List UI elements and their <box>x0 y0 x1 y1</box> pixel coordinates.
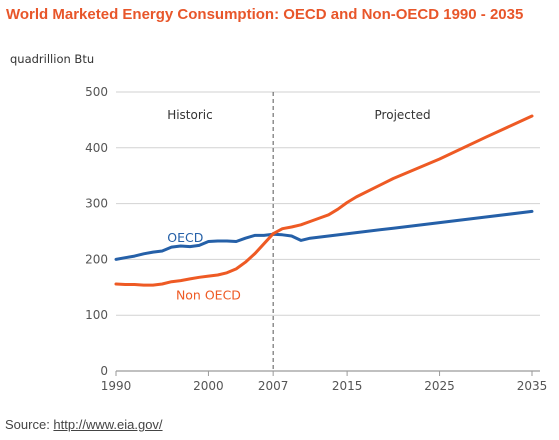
y-tick-label: 500 <box>85 85 108 99</box>
data-point-oecd <box>170 246 173 249</box>
data-point-oecd <box>262 234 265 237</box>
x-tick-label: 2025 <box>424 379 455 393</box>
data-point-non-oecd <box>151 284 154 287</box>
data-point-oecd <box>484 215 487 218</box>
data-point-oecd <box>281 233 284 236</box>
data-point-non-oecd <box>272 232 275 235</box>
data-point-oecd <box>299 239 302 242</box>
series-label-oecd: OECD <box>167 230 203 245</box>
series-line-non-oecd <box>114 114 534 287</box>
data-point-non-oecd <box>346 201 349 204</box>
source-prefix: Source: <box>5 417 54 432</box>
data-point-non-oecd <box>309 220 312 223</box>
data-point-non-oecd <box>531 114 534 117</box>
data-point-non-oecd <box>244 261 247 264</box>
data-point-oecd <box>531 210 534 213</box>
chart-title: World Marketed Energy Consumption: OECD … <box>6 6 524 23</box>
y-tick-label: 100 <box>85 308 108 322</box>
data-point-non-oecd <box>253 252 256 255</box>
data-point-oecd <box>309 237 312 240</box>
data-point-oecd <box>133 255 136 258</box>
data-point-oecd <box>438 221 441 224</box>
data-point-oecd <box>392 227 395 230</box>
data-point-non-oecd <box>355 195 358 198</box>
data-point-non-oecd <box>179 279 182 282</box>
data-point-oecd <box>115 258 118 261</box>
data-point-non-oecd <box>124 283 127 286</box>
data-point-oecd <box>290 234 293 237</box>
y-axis-unit-label: quadrillion Btu <box>10 52 95 66</box>
source-link[interactable]: http://www.eia.gov/ <box>53 417 163 432</box>
series-label-non-oecd: Non OECD <box>176 288 241 303</box>
data-point-non-oecd <box>484 136 487 139</box>
data-point-oecd <box>225 239 228 242</box>
data-point-oecd <box>124 256 127 259</box>
y-tick-label: 200 <box>85 252 108 266</box>
x-tick-label: 1990 <box>101 379 132 393</box>
data-point-non-oecd <box>198 276 201 279</box>
data-point-oecd <box>151 251 154 254</box>
data-point-oecd <box>188 245 191 248</box>
data-point-non-oecd <box>299 223 302 226</box>
data-point-oecd <box>253 234 256 237</box>
data-point-non-oecd <box>290 226 293 229</box>
x-tick-label: 2007 <box>258 379 289 393</box>
data-point-oecd <box>207 240 210 243</box>
data-point-non-oecd <box>262 242 265 245</box>
data-point-non-oecd <box>216 274 219 277</box>
data-point-non-oecd <box>133 283 136 286</box>
y-tick-label: 400 <box>85 141 108 155</box>
data-point-non-oecd <box>115 282 118 285</box>
region-label-historic: Historic <box>167 108 213 122</box>
region-label-projected: Projected <box>375 108 431 122</box>
source-line: Source: http://www.eia.gov/ <box>5 417 163 432</box>
data-point-non-oecd <box>281 227 284 230</box>
data-point-non-oecd <box>336 208 339 211</box>
x-tick-label: 2000 <box>193 379 224 393</box>
data-point-non-oecd <box>207 275 210 278</box>
data-point-oecd <box>244 237 247 240</box>
data-point-oecd <box>142 252 145 255</box>
data-point-oecd <box>346 232 349 235</box>
data-point-oecd <box>235 240 238 243</box>
x-tick-label: 2015 <box>332 379 363 393</box>
data-point-non-oecd <box>318 217 321 220</box>
data-point-oecd <box>161 250 164 253</box>
data-point-non-oecd <box>392 177 395 180</box>
data-point-non-oecd <box>235 267 238 270</box>
data-point-non-oecd <box>142 284 145 287</box>
y-tick-label: 0 <box>100 364 108 378</box>
y-tick-label: 300 <box>85 197 108 211</box>
data-point-non-oecd <box>170 280 173 283</box>
series-line-oecd <box>114 209 534 261</box>
data-point-non-oecd <box>188 277 191 280</box>
data-point-oecd <box>216 239 219 242</box>
x-tick-label: 2035 <box>517 379 548 393</box>
data-point-non-oecd <box>225 271 228 274</box>
data-point-non-oecd <box>161 282 164 285</box>
data-point-non-oecd <box>438 157 441 160</box>
data-point-non-oecd <box>327 213 330 216</box>
